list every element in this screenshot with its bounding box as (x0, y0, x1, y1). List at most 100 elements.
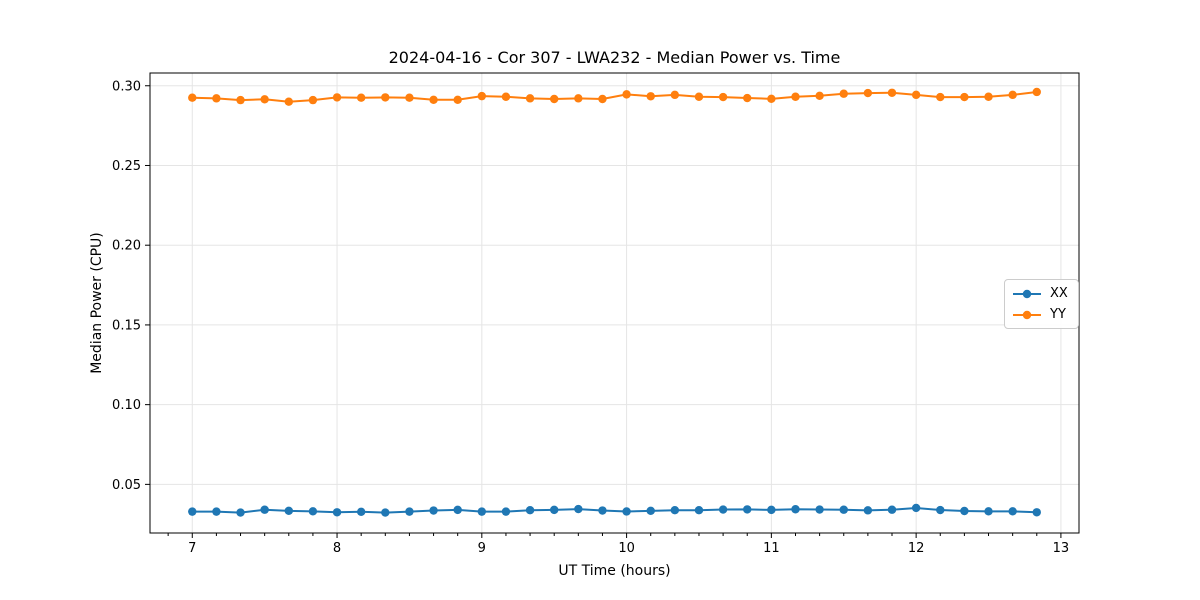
data-point-marker (356, 93, 366, 102)
data-point-marker (550, 505, 559, 515)
data-point-marker (405, 507, 414, 516)
series-YY (188, 87, 1041, 106)
data-point-marker (574, 504, 583, 514)
data-point-marker (1032, 87, 1041, 97)
tick-labels: 7 8 9 10 11 12 13 0.05 0.10 0.15 0.20 0.25 0.30 (112, 79, 1069, 556)
data-point-marker (284, 97, 293, 106)
x-tick-label: 9 (478, 541, 486, 556)
data-point-marker (429, 506, 438, 515)
legend-item-XX: XX (1012, 285, 1068, 302)
data-point-marker (815, 505, 824, 514)
x-tick-label: 8 (333, 541, 341, 556)
data-point-marker (839, 89, 848, 98)
data-point-marker (863, 506, 873, 515)
chart-title: 2024-04-16 - Cor 307 - LWA232 - Median P… (388, 48, 841, 67)
data-point-marker (767, 505, 776, 515)
data-point-marker (308, 95, 318, 105)
data-point-marker (1008, 507, 1017, 516)
data-point-marker (863, 88, 873, 98)
data-point-marker (694, 505, 704, 515)
y-axis-label: Median Power (CPU) (89, 232, 105, 374)
y-tick-label: 0.20 (112, 239, 141, 254)
legend: XX YY (1004, 279, 1079, 329)
data-point-marker (911, 90, 921, 100)
data-point-marker (791, 92, 800, 101)
data-point-marker (381, 93, 390, 102)
legend-label: YY (1050, 307, 1066, 322)
data-point-marker (670, 90, 680, 100)
data-point-marker (188, 507, 197, 516)
data-point-marker (188, 93, 197, 102)
data-point-marker (887, 88, 897, 97)
data-point-marker (718, 92, 728, 102)
data-point-marker (694, 92, 704, 101)
y-tick-label: 0.15 (112, 318, 141, 333)
data-point-marker (332, 93, 342, 102)
data-point-marker (743, 93, 752, 103)
data-point-marker (501, 92, 511, 101)
data-point-marker (212, 94, 221, 103)
legend-label: XX (1050, 286, 1068, 301)
data-point-marker (284, 506, 293, 516)
data-point-marker (405, 93, 414, 102)
data-point-marker (718, 505, 728, 514)
data-point-marker (429, 95, 438, 104)
data-point-marker (453, 505, 462, 515)
data-point-marker (236, 95, 245, 105)
series-line (192, 90, 1037, 103)
y-tick-label: 0.10 (112, 398, 141, 413)
data-point-marker (960, 506, 969, 516)
legend-line-marker-icon (1013, 289, 1041, 298)
data-point-marker (646, 506, 655, 516)
x-tick-label: 11 (763, 541, 780, 556)
data-point-marker (936, 505, 945, 515)
data-point-marker (815, 91, 824, 101)
data-point-marker (525, 94, 535, 103)
data-point-marker (622, 90, 631, 99)
data-point-marker (477, 91, 487, 101)
axes-border (149, 72, 1080, 534)
data-point-marker (1032, 508, 1041, 517)
x-tick-label: 10 (618, 541, 635, 556)
data-point-marker (743, 505, 752, 514)
x-tick-label: 12 (908, 541, 925, 556)
data-point-marker (477, 507, 487, 516)
y-tick-label: 0.05 (112, 478, 141, 493)
data-point-marker (1008, 90, 1017, 100)
data-point-marker (767, 94, 776, 104)
x-tick-label: 7 (188, 541, 196, 556)
data-point-marker (525, 505, 535, 515)
gridlines (150, 73, 1079, 533)
data-point-marker (260, 505, 269, 514)
data-point-marker (670, 505, 680, 515)
data-point-marker (936, 92, 945, 102)
series-line (192, 506, 1037, 514)
data-point-marker (887, 505, 897, 514)
data-point-marker (308, 507, 318, 516)
x-axis-label: UT Time (hours) (558, 563, 671, 579)
y-tick-label: 0.30 (112, 79, 141, 94)
data-point-marker (574, 94, 583, 103)
data-point-marker (984, 92, 993, 101)
data-point-marker (960, 92, 969, 102)
data-point-marker (260, 95, 269, 104)
data-point-marker (356, 507, 366, 516)
data-point-marker (791, 505, 800, 514)
data-point-marker (212, 507, 221, 516)
series-XX (188, 503, 1041, 517)
tick-marks (145, 85, 1062, 538)
data-point-marker (646, 92, 655, 101)
legend-line-marker-icon (1013, 310, 1041, 319)
legend-item-YY: YY (1012, 306, 1068, 323)
data-point-marker (550, 94, 559, 104)
data-point-marker (236, 508, 245, 517)
data-point-marker (332, 508, 342, 517)
data-point-marker (453, 95, 462, 104)
data-point-marker (911, 503, 921, 513)
data-point-marker (501, 507, 511, 516)
data-point-marker (839, 505, 848, 514)
data-point-marker (381, 508, 390, 517)
y-tick-label: 0.25 (112, 159, 141, 174)
